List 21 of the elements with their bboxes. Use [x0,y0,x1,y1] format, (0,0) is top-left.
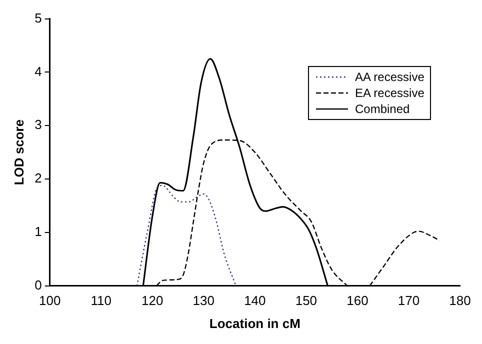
y-tick-label: 3 [34,117,42,132]
y-tick-label: 4 [34,64,42,79]
x-axis-title: Location in cM [209,316,300,331]
x-tick-label: 170 [398,293,420,308]
y-tick-label: 0 [34,277,42,292]
x-tick-label: 100 [38,293,61,308]
x-tick-label: 140 [244,293,266,308]
x-tick-label: 150 [295,293,318,308]
legend-label: AA recessive [355,70,424,84]
x-tick-label: 120 [142,293,164,308]
x-tick-label: 110 [90,293,112,308]
y-tick-label: 5 [34,10,42,26]
y-axis-title: LOD score [11,119,26,186]
line-series [136,184,237,286]
y-tick-label: 1 [34,224,42,239]
x-tick-label: 130 [192,293,214,308]
x-tick-label: 160 [346,293,368,308]
y-tick-label: 2 [34,170,42,186]
legend-label: EA recessive [355,86,424,100]
legend-label: Combined [355,102,410,116]
x-tick-label: 180 [449,293,471,308]
